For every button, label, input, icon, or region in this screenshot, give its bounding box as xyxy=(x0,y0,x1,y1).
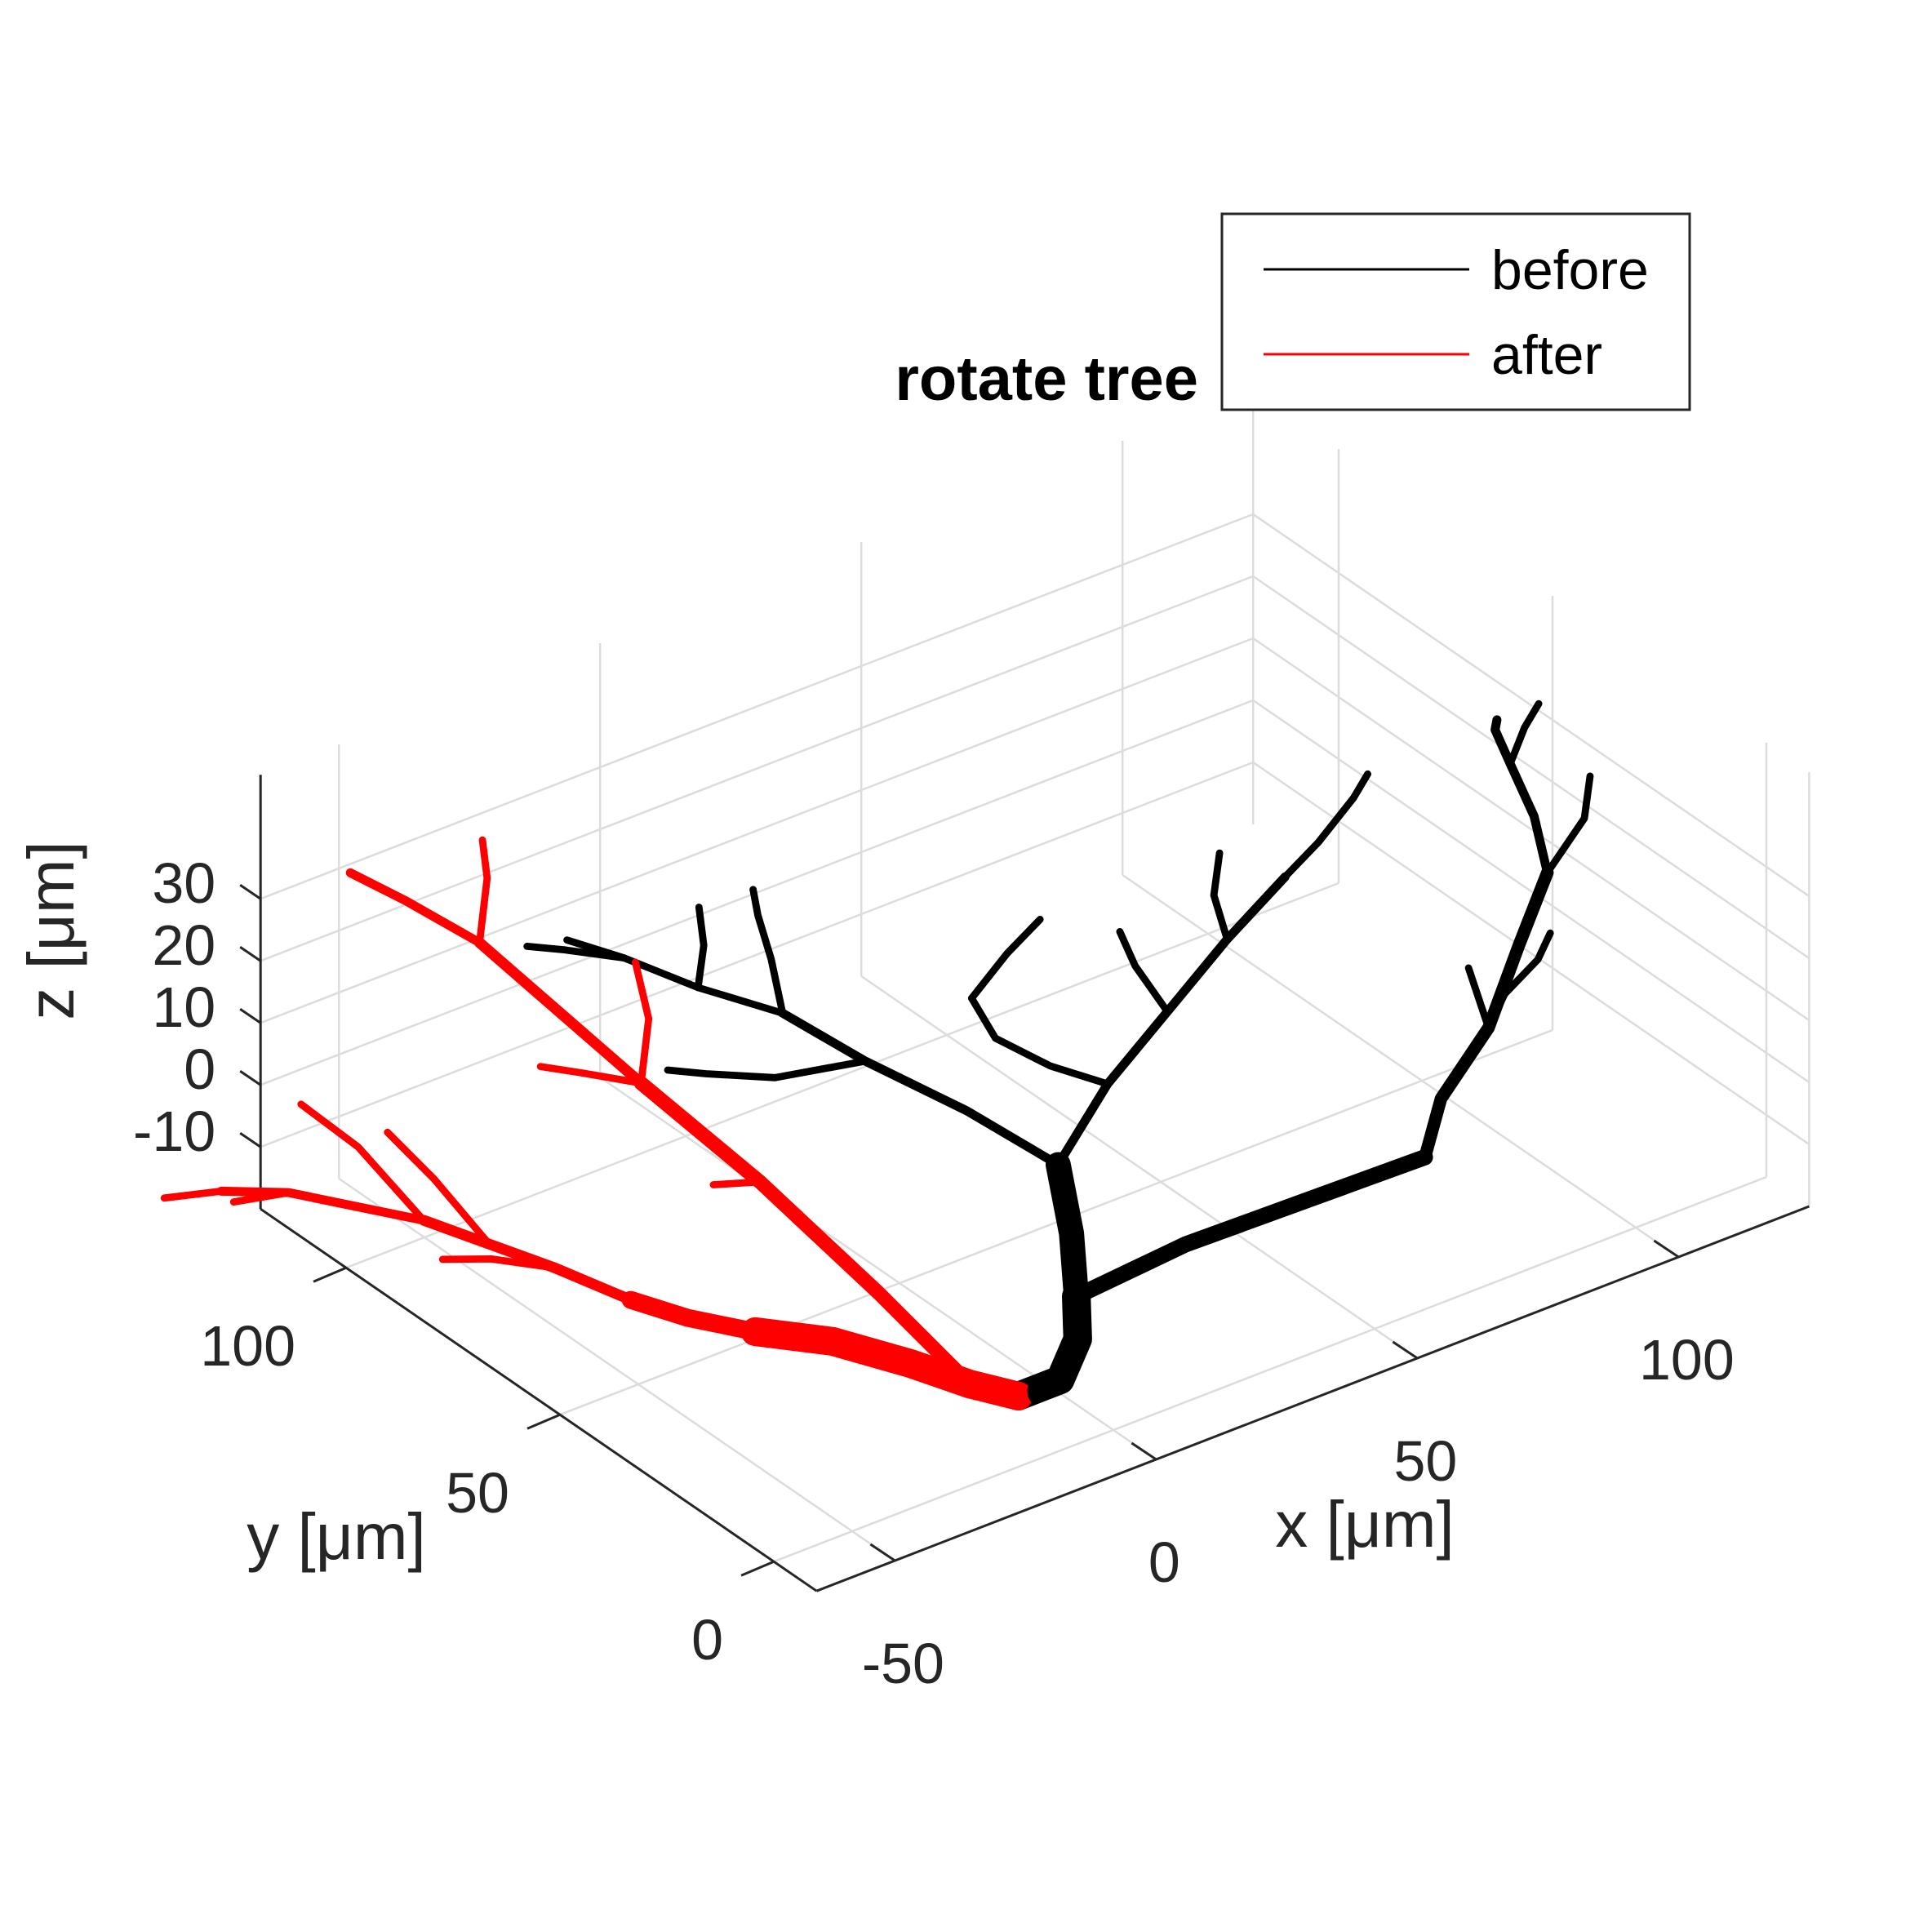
z-tick-label: 30 xyxy=(152,851,215,915)
branch-after xyxy=(740,1317,1033,1411)
x-tick xyxy=(1653,1239,1680,1259)
z-tick xyxy=(239,883,262,900)
branch-before xyxy=(749,886,787,1017)
grid-line-y-floor xyxy=(559,1028,1553,1416)
grid-line-z-sidewall xyxy=(1252,699,1810,1084)
z-tick xyxy=(239,1069,262,1086)
legend: before after xyxy=(1220,212,1691,411)
branch-after xyxy=(621,1290,765,1341)
branch-after xyxy=(709,1178,764,1188)
branch-after xyxy=(632,958,653,1087)
branch-before xyxy=(1485,929,1554,1032)
branch-after xyxy=(438,1255,558,1272)
z-tick-label: 20 xyxy=(152,913,215,977)
grid-line-y-floor xyxy=(345,882,1339,1269)
x-tick-label: 50 xyxy=(1393,1429,1457,1493)
branch-before xyxy=(1116,928,1171,1015)
branch-after xyxy=(345,868,484,948)
chart-title: rotate tree xyxy=(895,344,1198,414)
grid-line-z-sidewall xyxy=(1252,513,1810,898)
x-tick xyxy=(1392,1340,1419,1360)
series-after xyxy=(160,836,1033,1411)
branch-after xyxy=(216,1186,429,1225)
z-axis-label: z [μm] xyxy=(15,841,87,1019)
grid-line-y-floor xyxy=(773,1175,1767,1563)
branch-after xyxy=(229,1188,293,1206)
grid-line-x-floor xyxy=(1122,873,1680,1259)
z-tick-label: 0 xyxy=(184,1037,215,1101)
y-tick-label: 0 xyxy=(691,1608,723,1672)
z-tick-label: 10 xyxy=(152,975,215,1039)
y-axis-line xyxy=(260,1207,818,1592)
data-layer xyxy=(160,700,1594,1411)
y-tick-label: 100 xyxy=(200,1314,295,1378)
x-tick xyxy=(869,1543,896,1562)
legend-label-before: before xyxy=(1491,239,1649,301)
legend-label-after: after xyxy=(1491,324,1602,386)
branch-after xyxy=(384,1128,493,1248)
z-tick xyxy=(239,1007,262,1024)
root-marker xyxy=(1027,1379,1042,1404)
branch-before xyxy=(694,904,708,992)
branch-before xyxy=(523,943,628,962)
x-tick xyxy=(1131,1441,1157,1461)
branch-after xyxy=(536,1063,645,1087)
branch-after xyxy=(473,937,647,1089)
z-tick xyxy=(239,1131,262,1148)
branch-after xyxy=(160,1188,225,1202)
x-axis-line xyxy=(815,1205,1810,1592)
branch-before xyxy=(1210,849,1231,944)
branch-before xyxy=(1282,770,1371,881)
grid-line-z-backwall xyxy=(260,513,1254,900)
x-tick-label: 0 xyxy=(1148,1530,1180,1594)
branch-before xyxy=(1464,964,1492,1032)
grid-line-z-backwall xyxy=(260,761,1254,1148)
branch-after xyxy=(418,1215,637,1306)
grid-line-z-backwall xyxy=(260,575,1254,962)
grid-line-x-floor xyxy=(338,1177,896,1562)
branch-after xyxy=(476,836,491,947)
grid-line-z-sidewall xyxy=(1252,637,1810,1022)
y-tick xyxy=(313,1266,347,1283)
grid-line-z-backwall xyxy=(260,637,1254,1024)
y-tick xyxy=(740,1560,775,1577)
x-tick-label: -50 xyxy=(862,1632,944,1695)
z-tick xyxy=(239,945,262,962)
branch-after xyxy=(633,1076,977,1392)
legend-box xyxy=(1220,212,1691,411)
x-tick-label: 100 xyxy=(1639,1328,1735,1392)
grid-line-z-sidewall xyxy=(1252,761,1810,1146)
series-before xyxy=(523,700,1594,1411)
z-tick-label: -10 xyxy=(133,1099,215,1163)
branch-before xyxy=(968,994,1112,1088)
y-tick xyxy=(526,1413,561,1430)
branch-before xyxy=(664,1057,869,1081)
branch-before xyxy=(1544,772,1594,877)
y-axis-label: y [μm] xyxy=(247,1500,425,1573)
branch-before xyxy=(563,936,787,1017)
grid-line-z-sidewall xyxy=(1252,575,1810,960)
grid xyxy=(259,390,1810,1563)
grid-line-x-floor xyxy=(599,1076,1157,1461)
x-axis-label: x [μm] xyxy=(1275,1488,1454,1561)
branch-after xyxy=(297,1100,428,1224)
branch-before xyxy=(1068,1148,1433,1305)
branch-before xyxy=(1046,1152,1089,1309)
branch-before xyxy=(1506,700,1543,768)
grid-line-x-floor xyxy=(860,975,1419,1360)
branch-before xyxy=(778,1008,1063,1170)
branch-before xyxy=(968,916,1044,1002)
y-tick-label: 50 xyxy=(446,1461,509,1525)
